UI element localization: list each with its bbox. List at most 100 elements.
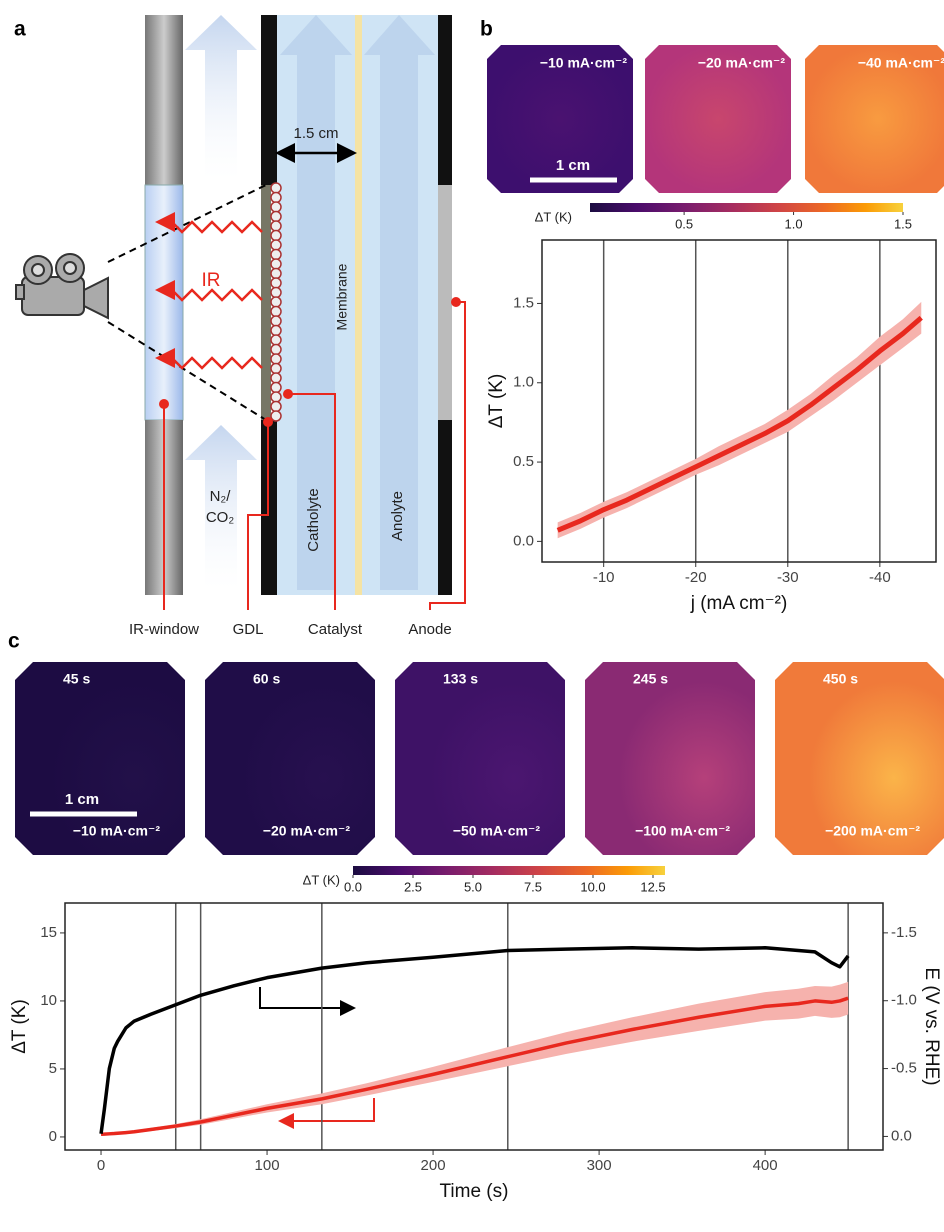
view-line: [108, 185, 266, 262]
catalyst-particle: [271, 278, 281, 288]
catalyst-particle: [271, 193, 281, 203]
figure: 1.5 cm IR Membrane Catholyte Anolyte N₂/…: [0, 0, 944, 1232]
x-tick-label: -10: [593, 569, 615, 586]
view-line: [108, 322, 266, 420]
catalyst-particle: [271, 221, 281, 231]
catalyst-particle: [271, 183, 281, 193]
diagram: 1.5 cm IR Membrane Catholyte Anolyte N₂/…: [16, 15, 465, 638]
y-axis-label: ΔT (K): [486, 374, 507, 429]
map-time: 133 s: [443, 671, 478, 687]
colorbar: [353, 866, 665, 875]
callout-label: GDL: [233, 621, 264, 638]
catalyst-particle: [271, 202, 281, 212]
y-tick-label: 1.5: [513, 294, 534, 311]
catalyst-particle: [271, 240, 281, 250]
anode-frame: [438, 420, 452, 595]
y2-tick-label: -0.5: [891, 1060, 917, 1077]
ir-window: [145, 185, 183, 420]
panel-label: a: [14, 18, 26, 41]
catholyte-label: Catholyte: [305, 488, 322, 551]
colorbar-label: ΔT (K): [303, 872, 340, 887]
colorbar-tick-label: 7.5: [524, 879, 542, 894]
gas-label: CO₂: [206, 509, 235, 526]
catalyst-particle: [271, 269, 281, 279]
scale-bar-label: 1 cm: [556, 157, 590, 174]
y-tick-label: 0.0: [513, 532, 534, 549]
catalyst-particle: [271, 411, 281, 421]
colorbar-tick-label: 0.0: [344, 879, 362, 894]
catalyst-particle: [271, 383, 281, 393]
map-label: −10 mA·cm⁻²: [540, 55, 627, 71]
map-label: −20 mA·cm⁻²: [698, 55, 785, 71]
x-tick-label: 100: [255, 1157, 280, 1174]
colorbar-tick-label: 12.5: [640, 879, 665, 894]
colorbar-tick-label: 5.0: [464, 879, 482, 894]
catalyst-particle: [271, 250, 281, 260]
catalyst-particle: [271, 354, 281, 364]
catalyst-particle: [271, 364, 281, 374]
map-current: −100 mA·cm⁻²: [635, 823, 730, 839]
callout-label: Catalyst: [308, 621, 363, 638]
catalyst-particle: [271, 288, 281, 298]
gdl-frame: [261, 15, 277, 185]
colorbar-tick-label: 1.5: [894, 216, 912, 231]
map-current: −10 mA·cm⁻²: [73, 823, 160, 839]
anolyte-label: Anolyte: [389, 491, 406, 541]
catalyst-particle: [271, 259, 281, 269]
catalyst-particle: [271, 402, 281, 412]
catalyst-particle: [271, 316, 281, 326]
error-band: [101, 982, 848, 1135]
scale-bar-label: 1 cm: [65, 791, 99, 808]
colorbar-tick-label: 0.5: [675, 216, 693, 231]
x-tick-label: 200: [421, 1157, 446, 1174]
map-label: −40 mA·cm⁻²: [858, 55, 944, 71]
window-frame: [145, 15, 183, 185]
x-tick-label: 400: [753, 1157, 778, 1174]
catalyst-particle: [271, 326, 281, 336]
membrane: [355, 15, 362, 595]
map-current: −20 mA·cm⁻²: [263, 823, 350, 839]
error-band: [558, 302, 922, 538]
map-time: 245 s: [633, 671, 668, 687]
catalyst-particle: [271, 297, 281, 307]
y-axis-label: ΔT (K): [9, 999, 30, 1054]
axis-arrow: [260, 987, 352, 1008]
catalyst-particle: [271, 392, 281, 402]
colorbar: [590, 203, 903, 212]
map-current: −50 mA·cm⁻²: [453, 823, 540, 839]
gas-label: N₂/: [210, 488, 232, 505]
y-tick-label: 15: [40, 924, 57, 941]
panel-label: b: [480, 18, 493, 41]
catalyst-particles: [271, 183, 281, 421]
y-tick-label: 1.0: [513, 374, 534, 391]
gas-arrow: [185, 15, 257, 180]
y-tick-label: 0: [49, 1128, 57, 1145]
catalyst-particle: [271, 231, 281, 241]
x-tick-label: 0: [97, 1157, 105, 1174]
colorbar-tick-label: 10.0: [580, 879, 605, 894]
y2-tick-label: 0.0: [891, 1127, 912, 1144]
x-axis-label: j (mA cm⁻²): [690, 593, 788, 614]
colorbar-tick-label: 2.5: [404, 879, 422, 894]
x-tick-label: 300: [587, 1157, 612, 1174]
x-axis-label: Time (s): [440, 1181, 509, 1202]
anode: [438, 185, 452, 420]
gdl: [261, 185, 271, 420]
gap-label: 1.5 cm: [293, 125, 338, 142]
camera: [16, 254, 108, 318]
catalyst-particle: [271, 212, 281, 222]
y2-tick-label: -1.5: [891, 924, 917, 941]
map-time: 45 s: [63, 671, 90, 687]
y2-tick-label: -1.0: [891, 992, 917, 1009]
data-line: [101, 948, 848, 1134]
panel-label: c: [8, 630, 20, 653]
colorbar-label: ΔT (K): [535, 209, 572, 224]
plot-frame: [65, 903, 883, 1150]
y-tick-label: 5: [49, 1060, 57, 1077]
catalyst-particle: [271, 335, 281, 345]
map-time: 60 s: [253, 671, 280, 687]
y2-axis-label: E (V vs. RHE): [921, 967, 942, 1085]
x-tick-label: -20: [685, 569, 707, 586]
catalyst-particle: [271, 373, 281, 383]
y-tick-label: 10: [40, 992, 57, 1009]
